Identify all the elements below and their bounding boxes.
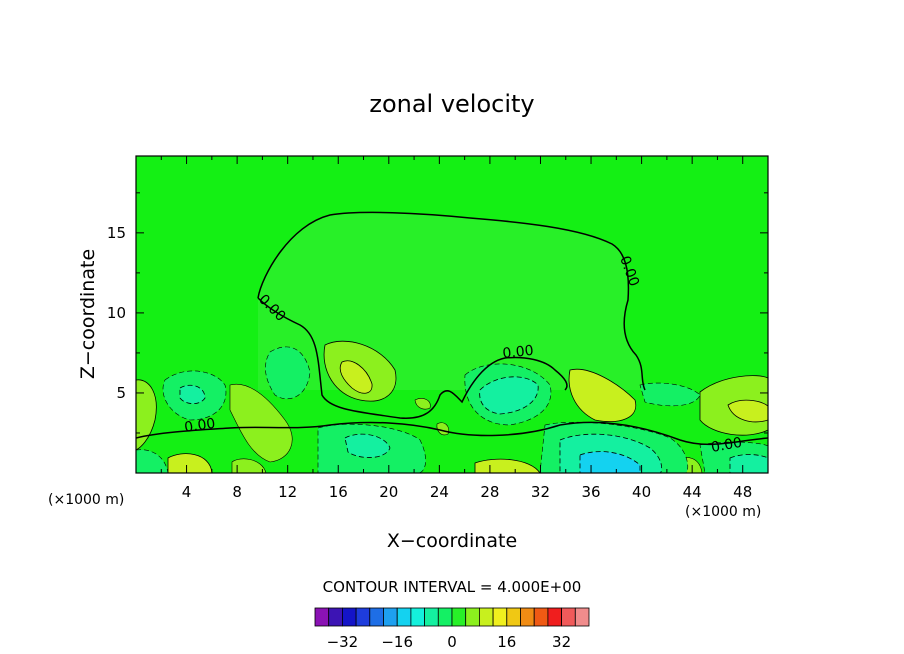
x-tick-label: 48 [733,483,752,501]
region-neg-b [265,346,311,400]
region-neg-d-core [344,433,391,458]
colorbar-swatch [314,607,330,627]
region-pos-c [568,368,637,422]
x-tick-label: 44 [683,483,702,501]
x-tick-label: 24 [430,483,449,501]
zero-contour-mid [257,297,568,419]
x-tick-label: 4 [182,483,192,501]
region-pos-b-core [339,360,373,394]
x-tick-label: 20 [379,483,398,501]
colorbar-swatch [478,607,494,627]
x-axis-label: X−coordinate [387,530,517,552]
y-tick-label: 5 [116,384,126,402]
x-tick-label: 16 [329,483,348,501]
y-tick-label: 10 [107,304,126,322]
plot-area: 0.00 0.00 0.00 0.00 0.00 [136,156,768,473]
x-tick-label: 40 [632,483,651,501]
region-pos-i [414,398,431,410]
colorbar: −32 −16 0 16 32 [314,607,590,651]
zero-contour-lower [136,421,768,446]
x-tick-label: 12 [278,483,297,501]
plot-frame [135,155,769,474]
contour-label: 0.00 [183,416,216,436]
colorbar-tick-label: −16 [381,633,413,651]
region-neg-h [136,449,169,473]
colorbar-swatch [396,607,412,627]
colorbar-swatch [533,607,549,627]
colorbar-swatch [410,607,425,627]
contour-interval-text: CONTOUR INTERVAL = 4.000E+00 [323,578,582,596]
region-pos-a [229,383,293,463]
colorbar-swatch [437,607,453,627]
colorbar-swatch [451,607,467,627]
colorbar-swatch [547,607,563,627]
region-pos-d-core [727,399,768,423]
colorbar-tick-label: 16 [497,633,516,651]
region-neg-a-core [179,384,206,405]
colorbar-swatch [492,607,508,627]
x-axis-ticks: 4 8 12 16 20 24 28 32 36 40 44 48 [160,156,752,501]
x-tick-label: 36 [581,483,600,501]
colorbar-swatch [561,607,576,627]
x-tick-label: 8 [232,483,242,501]
colorbar-swatch [383,607,398,627]
colorbar-swatch [355,607,371,627]
x-tick-label: 28 [480,483,499,501]
x-unit-right: (×1000 m) [685,504,761,520]
region-upper [258,212,645,390]
region-neg-f [639,382,701,407]
region-pos-f [231,458,267,473]
x-unit-left: (×1000 m) [48,492,124,508]
contour-label: 0.00 [710,435,743,456]
contour-label: 0.00 [502,343,535,362]
chart-title: zonal velocity [369,90,534,118]
colorbar-swatch [328,607,343,627]
y-axis-ticks: 5 10 15 [107,192,768,434]
zero-contour-upper [257,211,646,391]
colorbar-swatch [341,607,357,627]
colorbar-swatch [506,607,521,627]
x-tick-label: 32 [531,483,550,501]
region-neg-e-core [579,451,641,473]
colorbar-swatch [520,607,535,627]
region-neg-c-core [479,376,539,415]
colorbar-tick-label: 32 [552,633,571,651]
region-neg-g-core [729,454,768,473]
colorbar-swatch [465,607,480,627]
colorbar-swatch [369,607,384,627]
y-axis-label: Z−coordinate [77,249,99,379]
colorbar-tick-label: 0 [447,633,457,651]
y-tick-label: 15 [107,224,126,242]
colorbar-swatch [574,607,590,627]
region-pos-left [136,379,157,451]
colorbar-tick-label: −32 [327,633,359,651]
colorbar-swatch [424,607,439,627]
